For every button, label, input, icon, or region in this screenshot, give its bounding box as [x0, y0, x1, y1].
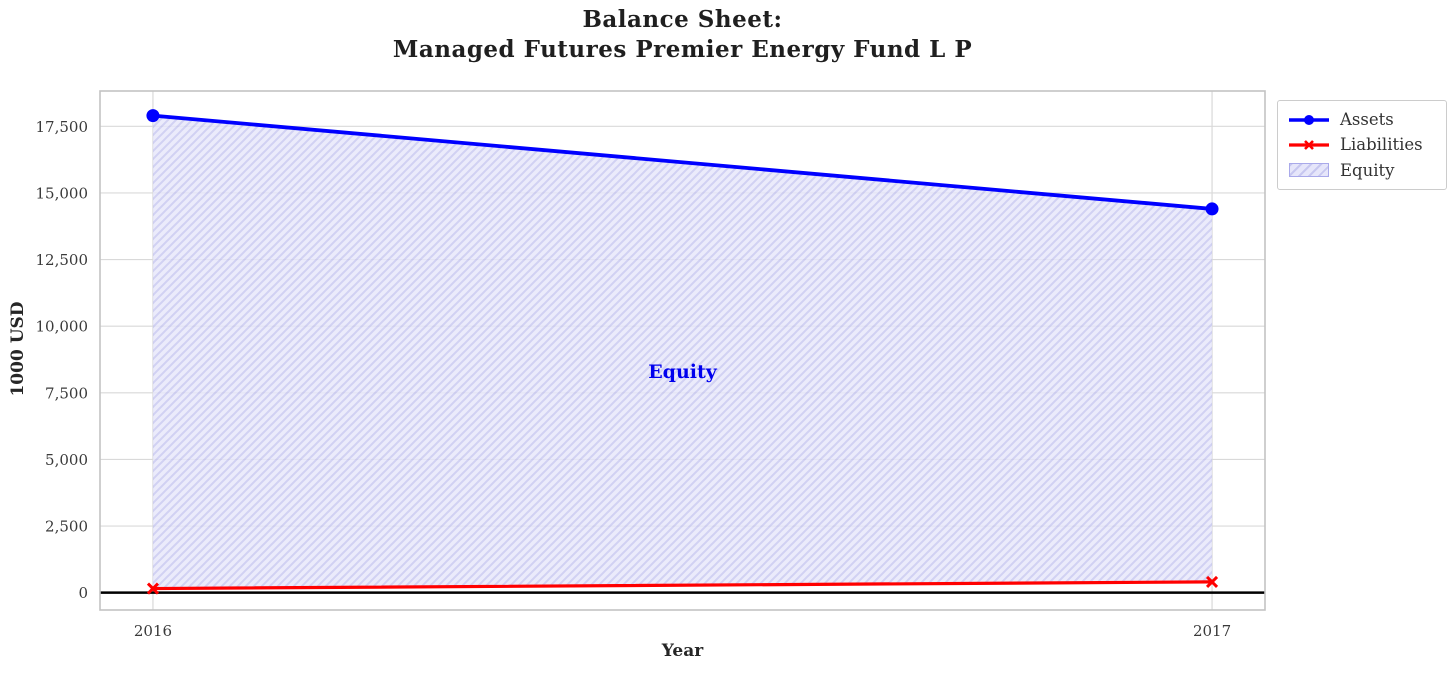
chart-title: Balance Sheet: Managed Futures Premier E…: [100, 5, 1265, 65]
x-axis-label: Year: [661, 641, 704, 661]
legend: Assets Liabilities Equity: [1277, 100, 1447, 190]
y-tick-label: 17,500: [36, 118, 89, 136]
y-axis-label: 1000 USD: [8, 301, 28, 397]
liabilities-line-swatch: [1289, 140, 1329, 150]
y-tick-label: 0: [78, 584, 88, 602]
equity-area: [152, 115, 1213, 589]
legend-label-liabilities: Liabilities: [1340, 135, 1423, 155]
equity-patch-swatch: [1289, 163, 1329, 178]
y-tick-label: 5,000: [45, 451, 88, 469]
legend-label-equity: Equity: [1340, 160, 1395, 180]
series-line-liabilities: [151, 580, 1214, 591]
y-tick-label: 12,500: [36, 251, 89, 269]
y-tick-label: 7,500: [45, 384, 88, 402]
chart-title-line2: Managed Futures Premier Energy Fund L P: [392, 36, 973, 63]
legend-item-equity: Equity: [1287, 158, 1437, 183]
plot-border: [99, 90, 1266, 611]
series-line-assets: [151, 113, 1214, 211]
data-point-circle: [146, 109, 160, 123]
y-tick-label: 15,000: [36, 184, 89, 202]
x-tick-label: 2017: [1193, 622, 1231, 640]
x-tick-label: 2016: [134, 622, 172, 640]
legend-item-assets: Assets: [1287, 107, 1437, 132]
legend-label-assets: Assets: [1340, 110, 1394, 130]
assets-line-swatch: [1289, 114, 1329, 125]
data-point-circle: [1205, 202, 1219, 216]
chart-title-line1: Balance Sheet:: [582, 6, 783, 33]
data-point-x: [146, 582, 160, 595]
data-point-x: [1205, 575, 1219, 588]
equity-area-label: Equity: [648, 361, 717, 384]
y-tick-label: 10,000: [36, 318, 89, 336]
legend-item-liabilities: Liabilities: [1287, 132, 1437, 157]
y-tick-label: 2,500: [45, 518, 88, 536]
